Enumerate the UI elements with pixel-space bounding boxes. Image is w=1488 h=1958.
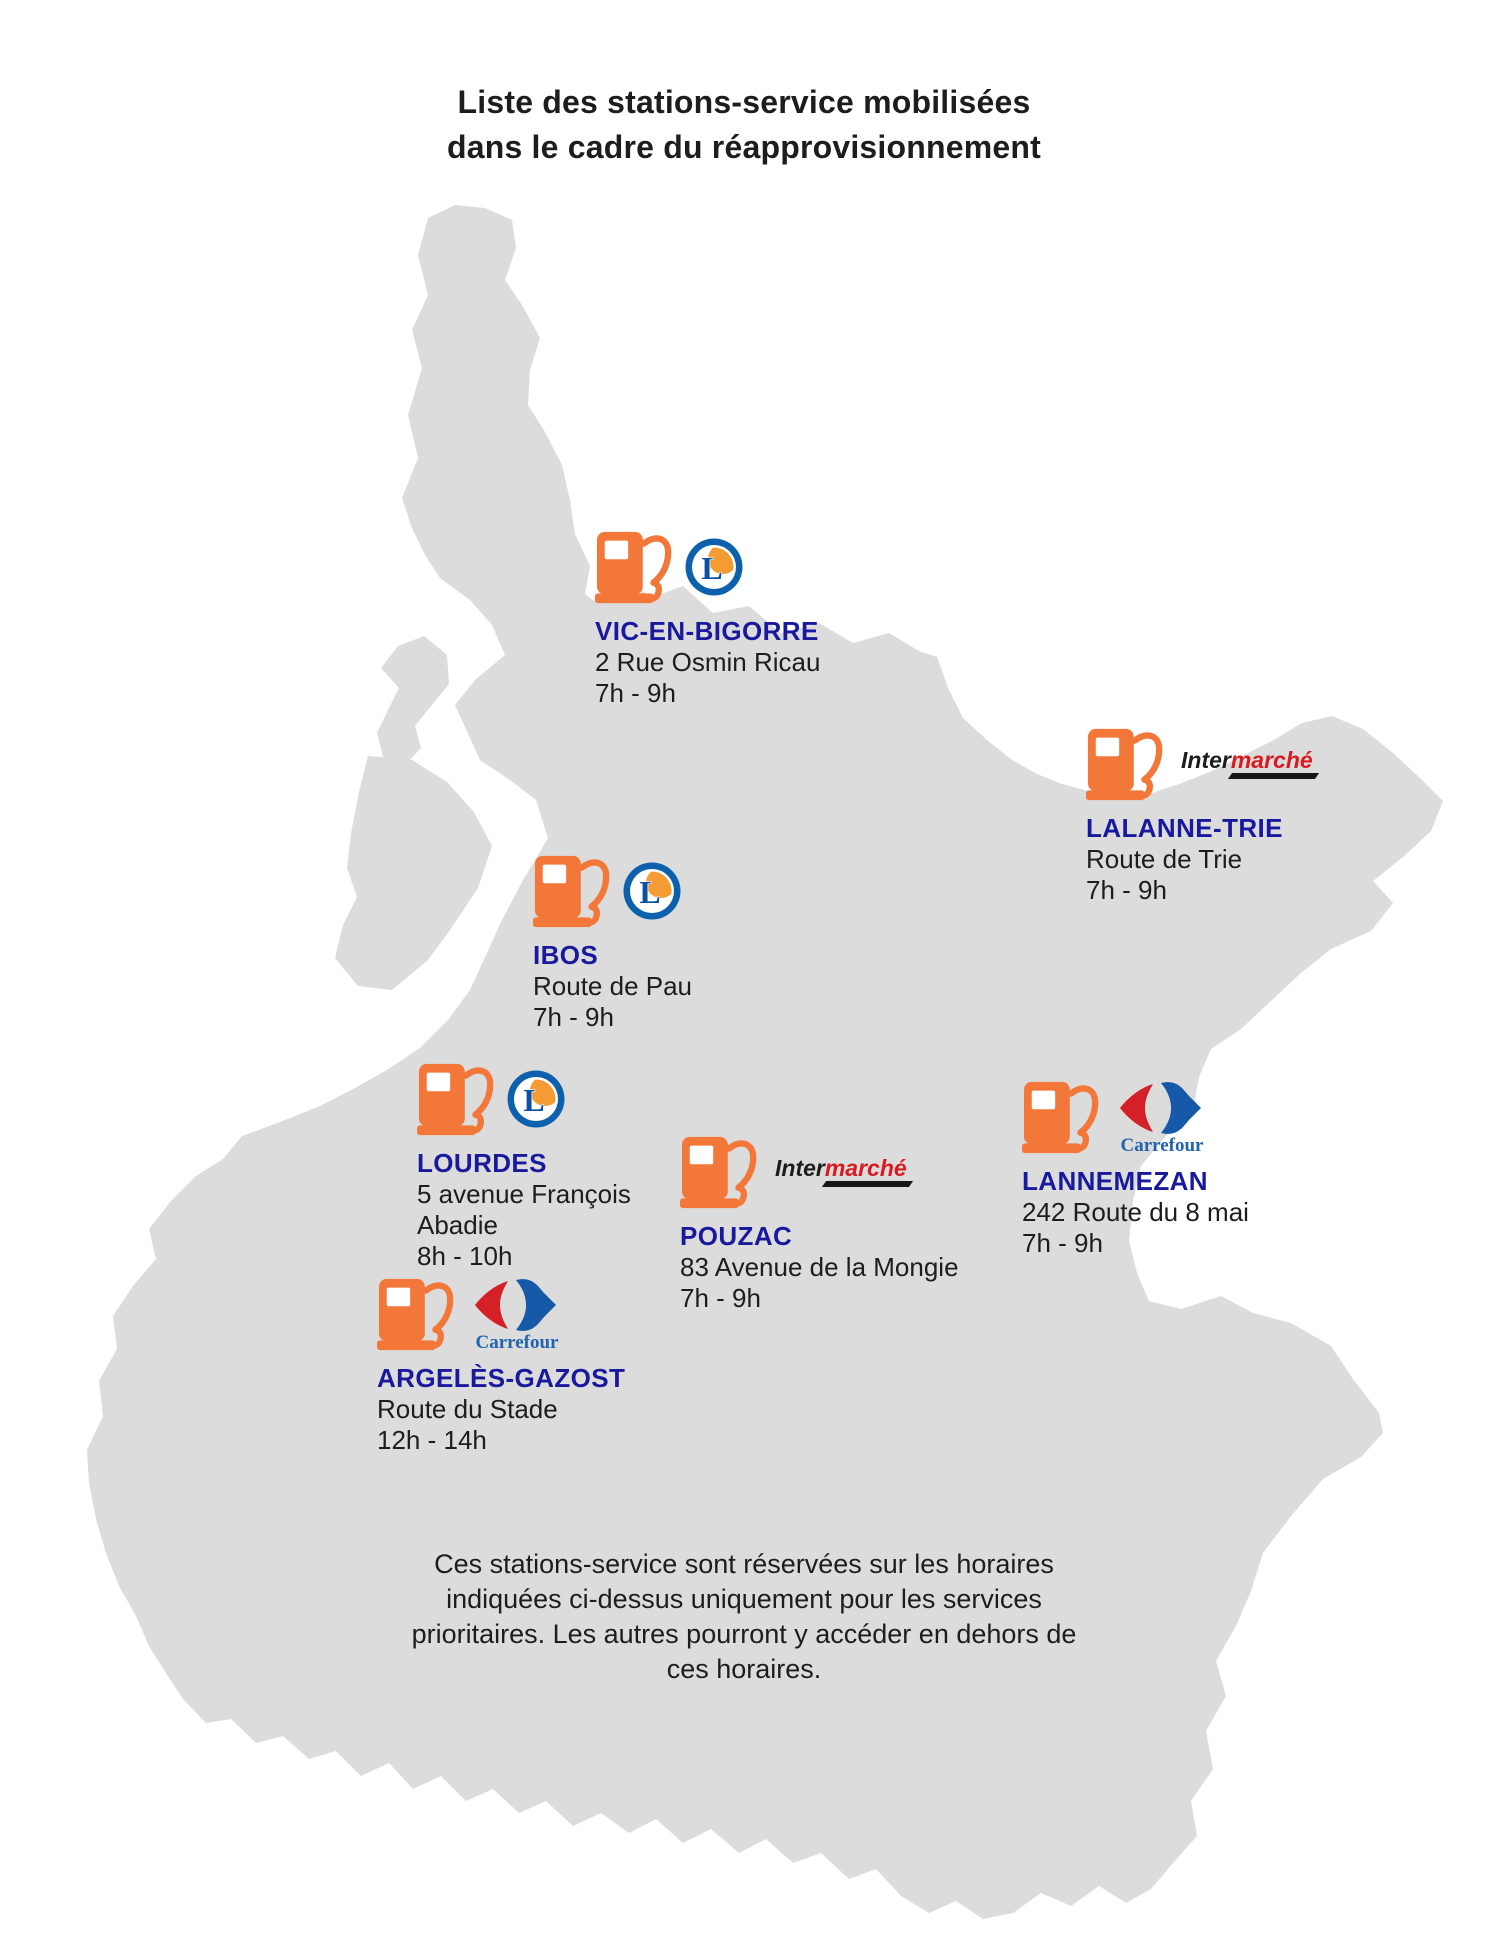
svg-text:L: L [701, 550, 722, 586]
station-marker: L LOURDES 5 avenue François Abadie 8h - 10h [417, 1063, 631, 1272]
fuel-pump-icon [377, 1278, 454, 1351]
station-name: LANNEMEZAN [1022, 1166, 1208, 1196]
station-address: Abadie [417, 1210, 498, 1240]
page-title: Liste des stations-service mobilisées da… [0, 80, 1488, 170]
station-name: ARGELÈS-GAZOST [377, 1363, 626, 1393]
station-address: Route de Pau [533, 971, 693, 1001]
station-address: Route de Trie [1086, 844, 1243, 874]
intermarche-logo-icon: Intermarché [1181, 747, 1319, 779]
station-address: 2 Rue Osmin Ricau [595, 647, 821, 677]
page-title-line1: Liste des stations-service mobilisées [457, 84, 1031, 120]
station-marker: L IBOS Route de Pau 7h - 9h [533, 855, 692, 1033]
carrefour-logo-icon: Carrefour [475, 1279, 559, 1353]
footnote: Ces stations-service sont réservées sur … [0, 1547, 1488, 1687]
leclerc-logo-icon: L [685, 538, 743, 596]
fuel-pump-icon [1086, 728, 1163, 801]
station-marker: Carrefour LANNEMEZAN 242 Route du 8 mai 7h… [1022, 1081, 1249, 1259]
svg-text:Carrefour: Carrefour [475, 1332, 559, 1353]
station-hours: 7h - 9h [680, 1283, 761, 1313]
station-marker: Intermarché POUZAC 83 Avenue de la Mongie… [680, 1136, 959, 1314]
station-marker: Carrefour ARGELÈS-GAZOST Route du Stade 12… [377, 1278, 625, 1456]
station-icons: Carrefour [377, 1278, 625, 1353]
station-name: LALANNE-TRIE [1086, 813, 1283, 843]
station-icons: Intermarché [680, 1136, 959, 1210]
department-shape [87, 205, 1443, 1919]
station-hours: 7h - 9h [1086, 875, 1167, 905]
station-hours: 8h - 10h [417, 1241, 513, 1271]
exclave-shape [335, 756, 492, 990]
leclerc-logo-icon: L [623, 862, 681, 920]
svg-text:L: L [639, 874, 660, 910]
fuel-pump-icon [417, 1063, 494, 1136]
station-hours: 7h - 9h [595, 678, 676, 708]
leclerc-logo-icon: L [507, 1070, 565, 1128]
station-name: LOURDES [417, 1148, 547, 1178]
station-marker: Intermarché LALANNE-TRIE Route de Trie 7h … [1086, 728, 1319, 906]
intermarche-logo-icon: Intermarché [775, 1155, 913, 1187]
carrefour-logo-icon: Carrefour [1120, 1082, 1204, 1156]
station-address: Route du Stade [377, 1394, 558, 1424]
station-name: VIC-EN-BIGORRE [595, 616, 819, 646]
fuel-pump-icon [1022, 1081, 1099, 1154]
station-hours: 7h - 9h [1022, 1228, 1103, 1258]
footnote-line: ces horaires. [666, 1654, 822, 1684]
footnote-line: prioritaires. Les autres pourront y accé… [411, 1619, 1077, 1649]
station-name: POUZAC [680, 1221, 793, 1251]
station-icons: Intermarché [1086, 728, 1319, 802]
svg-text:L: L [523, 1082, 544, 1118]
station-icons: L [533, 855, 692, 929]
station-icons: L [595, 531, 820, 605]
station-address: 242 Route du 8 mai [1022, 1197, 1249, 1227]
fuel-pump-icon [680, 1136, 757, 1209]
footnote-line: indiquées ci-dessus uniquement pour les … [446, 1584, 1042, 1614]
station-name: IBOS [533, 940, 599, 970]
station-address: 83 Avenue de la Mongie [680, 1252, 959, 1282]
footnote-line: Ces stations-service sont réservées sur … [434, 1549, 1054, 1579]
station-hours: 12h - 14h [377, 1425, 487, 1455]
station-address: 5 avenue François [417, 1179, 631, 1209]
station-marker: L VIC-EN-BIGORRE 2 Rue Osmin Ricau 7h - 9h [595, 531, 820, 709]
station-icons: L [417, 1063, 631, 1137]
exclave-shape [377, 636, 449, 766]
svg-text:Carrefour: Carrefour [1120, 1135, 1204, 1156]
station-icons: Carrefour [1022, 1081, 1249, 1156]
fuel-pump-icon [533, 855, 610, 928]
station-hours: 7h - 9h [533, 1002, 614, 1032]
page-title-line2: dans le cadre du réapprovisionnement [446, 129, 1042, 165]
fuel-pump-icon [595, 531, 672, 604]
